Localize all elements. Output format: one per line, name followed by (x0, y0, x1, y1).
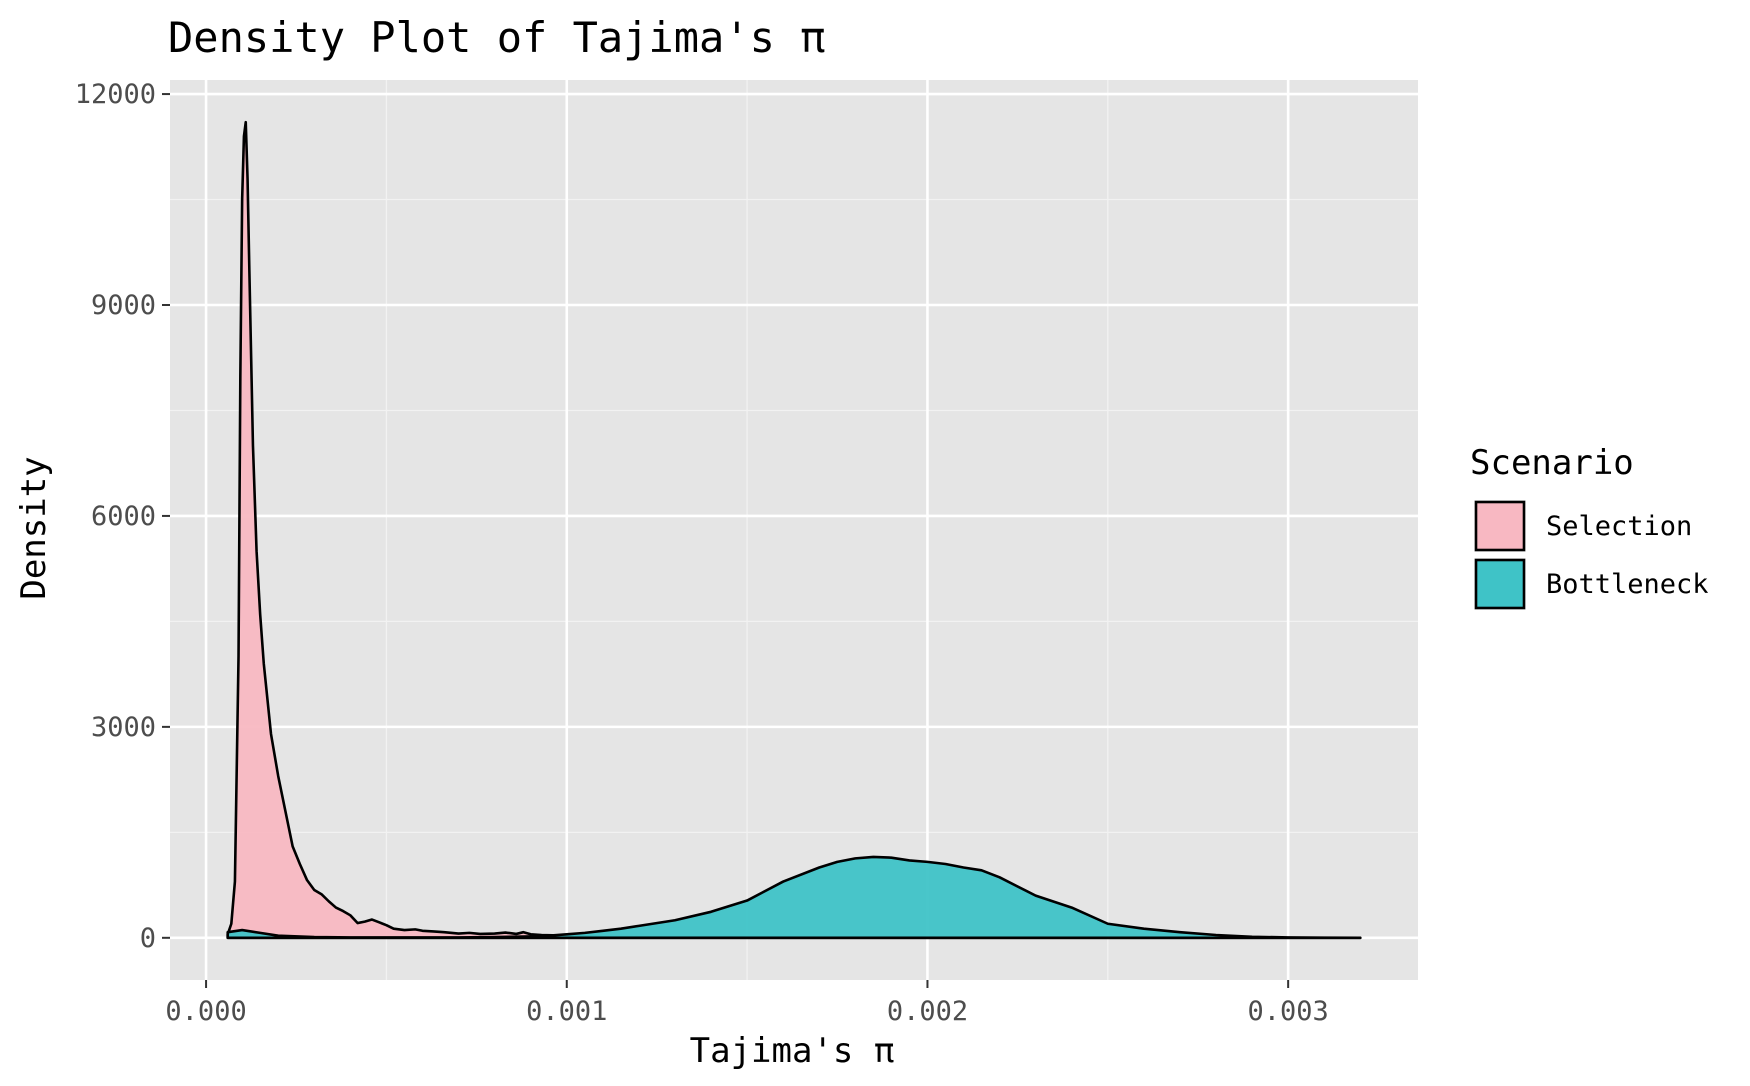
x-axis: 0.000 0.001 0.002 0.003 (165, 980, 1329, 1027)
x-tick-label: 0.000 (165, 996, 246, 1027)
x-tick-label: 0.001 (526, 996, 607, 1027)
y-axis-title: Density (14, 456, 54, 599)
legend-key-selection (1474, 500, 1526, 552)
legend-key-bottleneck (1474, 558, 1526, 610)
x-tick-label: 0.003 (1248, 996, 1329, 1027)
x-tick-label: 0.002 (887, 996, 968, 1027)
y-tick-label: 3000 (91, 712, 156, 743)
panel-background (170, 80, 1418, 980)
y-tick-label: 9000 (91, 290, 156, 321)
chart-title: Density Plot of Tajima's π (168, 13, 825, 62)
density-area-bottleneck (226, 855, 1362, 940)
y-tick-label: 0 (140, 923, 156, 954)
legend-label-bottleneck: Bottleneck (1546, 569, 1709, 600)
x-axis-title: Tajima's π (690, 1031, 895, 1071)
y-tick-label: 6000 (91, 501, 156, 532)
y-axis: 0 3000 6000 9000 12000 (75, 79, 170, 954)
y-tick-label: 12000 (75, 79, 156, 110)
legend-label-selection: Selection (1546, 511, 1692, 542)
plot-panel (170, 80, 1418, 980)
legend-title: Scenario (1470, 443, 1634, 483)
legend: Scenario Selection Bottleneck (1470, 443, 1709, 610)
